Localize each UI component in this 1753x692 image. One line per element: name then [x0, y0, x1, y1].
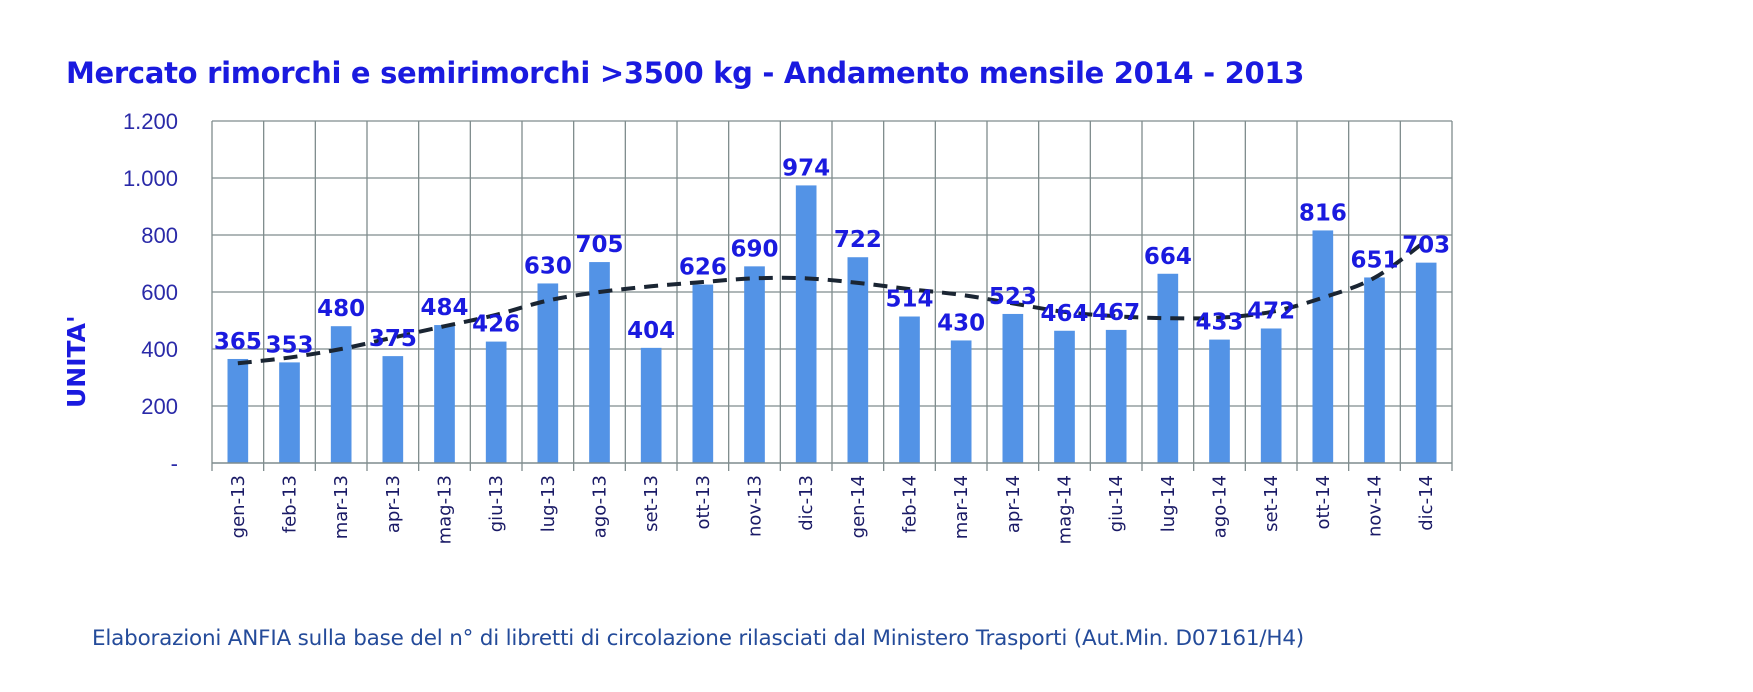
data-label: 375	[369, 326, 417, 352]
data-label: 816	[1299, 200, 1347, 226]
bar	[279, 362, 300, 463]
bar	[795, 185, 817, 463]
x-tick-label: apr-14	[1003, 475, 1024, 533]
tick-labels: - 200 400 600 800 1.000 1.200 gen-13 feb-13 mar-1…	[123, 109, 1437, 544]
y-tick-label: 600	[141, 280, 178, 305]
chart-title: Mercato rimorchi e semirimorchi >3500 kg…	[66, 56, 1305, 90]
data-label: 722	[834, 227, 882, 253]
data-label: 664	[1144, 244, 1192, 270]
data-label: 484	[420, 295, 468, 321]
data-label: 353	[265, 332, 313, 358]
x-tick-label: set-14	[1261, 475, 1282, 532]
x-tick-label: ott-14	[1313, 475, 1334, 530]
data-label: 480	[317, 296, 365, 322]
bar	[1364, 277, 1385, 463]
source-note: Elaborazioni ANFIA sulla base del n° di …	[92, 626, 1304, 651]
data-label: 467	[1092, 300, 1140, 326]
bar	[1105, 329, 1127, 463]
grid-lines	[211, 120, 1453, 463]
data-label: 426	[472, 312, 520, 338]
data-label: 472	[1247, 298, 1295, 324]
data-label: 974	[782, 155, 830, 181]
data-label: 404	[627, 318, 675, 344]
bar	[434, 325, 455, 463]
bar	[1002, 313, 1024, 463]
bar-series	[227, 185, 1437, 463]
x-tick-label: feb-14	[900, 475, 921, 533]
x-tick-label: nov-14	[1365, 475, 1386, 537]
x-tick-label: gen-14	[848, 475, 869, 538]
x-tick-label: dic-13	[796, 475, 817, 531]
axes	[211, 462, 1453, 471]
bar	[1209, 339, 1230, 463]
bar	[227, 358, 249, 463]
bar	[1312, 230, 1334, 463]
x-tick-label: dic-14	[1416, 475, 1437, 531]
data-label: 514	[885, 287, 933, 313]
data-label: 703	[1402, 233, 1450, 259]
data-label: 430	[937, 310, 985, 336]
data-label: 626	[679, 255, 727, 281]
data-label: 690	[730, 236, 778, 262]
x-tick-label: nov-13	[745, 475, 766, 537]
data-label: 705	[575, 232, 623, 258]
bar	[537, 283, 559, 463]
bar	[1260, 328, 1282, 463]
data-label: 651	[1350, 247, 1398, 273]
x-tick-label: gen-13	[228, 475, 249, 538]
data-label: 630	[524, 253, 572, 279]
x-tick-label: lug-14	[1158, 475, 1179, 532]
data-label: 523	[989, 284, 1037, 310]
y-tick-label: -	[171, 451, 178, 476]
bar	[589, 262, 610, 463]
x-tick-label: giu-14	[1106, 475, 1127, 532]
y-tick-label: 800	[141, 223, 178, 248]
x-tick-label: apr-13	[383, 475, 404, 533]
x-tick-label: ago-13	[590, 475, 611, 538]
bar	[899, 316, 920, 463]
bar	[692, 284, 714, 463]
bar	[330, 326, 352, 463]
bar	[1157, 273, 1179, 463]
bar	[640, 347, 662, 463]
x-tick-label: mar-14	[951, 475, 972, 539]
y-tick-label: 400	[141, 337, 178, 362]
bar	[1415, 262, 1437, 463]
bar	[1054, 330, 1075, 463]
y-tick-label: 200	[141, 394, 178, 419]
x-tick-label: set-13	[641, 475, 662, 532]
bar	[847, 257, 869, 463]
x-tick-label: ago-14	[1210, 475, 1231, 538]
x-tick-label: lug-13	[538, 475, 559, 532]
bar	[382, 356, 404, 463]
x-tick-label: mag-13	[435, 475, 456, 544]
y-tick-label: 1.200	[123, 109, 178, 134]
x-tick-label: mar-13	[331, 475, 352, 539]
bar	[744, 266, 765, 463]
x-tick-label: feb-13	[280, 475, 301, 533]
bar	[950, 340, 972, 463]
y-tick-label: 1.000	[123, 166, 178, 191]
data-label: 433	[1195, 310, 1243, 336]
x-tick-label: ott-13	[693, 475, 714, 530]
bar	[485, 341, 507, 463]
data-label: 464	[1040, 301, 1088, 327]
data-label: 365	[214, 329, 262, 355]
trend-line	[237, 239, 1428, 366]
x-tick-label: giu-13	[486, 475, 507, 532]
x-tick-label: mag-14	[1055, 475, 1076, 544]
trend-line-group	[237, 239, 1428, 366]
